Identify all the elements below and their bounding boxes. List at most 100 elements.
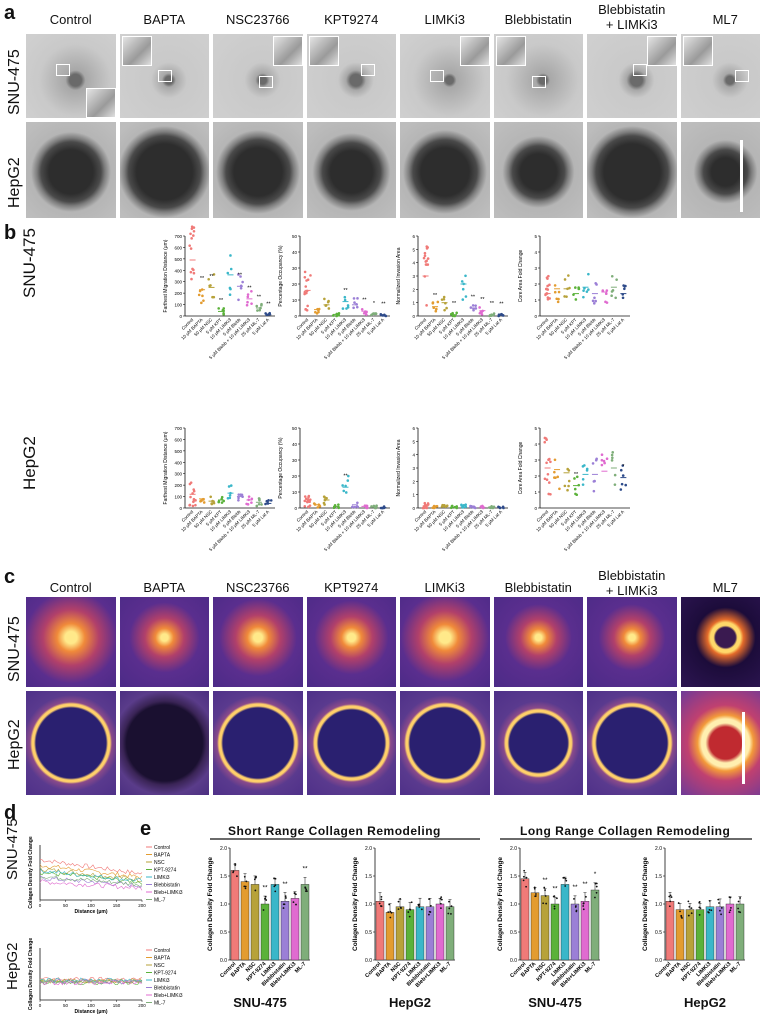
b-point [592,489,596,493]
e-point [535,893,537,895]
b-point [594,299,597,303]
e-chart-title-1: SNU-475 [233,995,287,1010]
e-point [739,897,741,899]
b-point [375,504,378,507]
b-point [619,488,623,491]
b-ytick: 30 [292,458,298,463]
b-point [594,458,598,462]
e-point [669,900,672,903]
b-point [565,295,568,298]
b-sig: ** [257,294,262,300]
b-point [189,481,193,484]
e-point [582,902,585,905]
d-xtick: 200 [138,903,146,908]
col-header-1: BAPTA [143,12,186,27]
e-point [698,906,701,909]
b-ytick: 0 [534,506,537,511]
b-point [347,474,350,478]
e-bar [580,901,590,961]
b-point [245,303,249,307]
heat-hepg2-7 [680,691,760,795]
b-point [557,290,561,294]
b-point [258,498,261,502]
b-ytick: 1 [534,490,537,495]
b-chart-0: 0 100 200 300 400 500 600 700 Farthest Migration… [163,225,275,360]
e-ytick: 2.0 [220,846,227,852]
b-point [239,286,243,290]
e-ytick: 2.0 [365,846,372,852]
e-point [389,916,392,919]
e-point [690,912,693,915]
col-header-5: Blebbistatin [504,12,572,27]
b-point [474,304,477,307]
e-bar [530,892,540,961]
b-point [189,270,193,274]
b-ylabel: Core Area Fold Change [518,250,524,303]
e-bar [280,901,290,961]
d-series-line [39,978,143,984]
b-point [545,287,548,291]
e-point [274,877,277,880]
e-point [543,886,546,889]
b-point [307,495,310,499]
e-point [440,898,443,901]
b-point [424,263,428,266]
b-point [246,295,250,299]
e-point [582,905,585,907]
e-point [399,906,402,909]
b-point [623,287,626,291]
b-point [621,296,625,300]
d-xtick: 100 [87,1003,95,1008]
e-point [544,889,546,892]
e-ytick: 1.5 [220,874,227,880]
b-point [471,304,475,307]
b-point [613,483,617,486]
d-chart-1: 0 50 100 150 200 Distance (μm) Collagen Densit… [28,938,183,1015]
d-legend-entry: Control [154,948,170,954]
b-ytick: 3 [412,274,415,279]
b-point [346,304,350,307]
e-point [708,899,711,902]
b-point [345,307,348,310]
b-point [610,459,614,462]
b-point [332,506,336,510]
b-point [342,489,346,493]
e-point [440,896,443,899]
e-ylabel: Collagen Density Fold Change [497,857,504,951]
b-point [544,293,547,297]
e-xtick: ML-7 [729,961,742,974]
b-point [600,463,604,467]
e-bar [695,909,705,961]
e-bar [590,889,600,961]
b-point [308,504,312,507]
e-chart-2: 0.0 0.5 1.0 1.5 2.0 Collagen Density Fold Cha… [497,846,600,989]
bf-snu475-1 [119,34,209,118]
e-chart-0: 0.0 0.5 1.0 1.5 2.0 Collagen Density Fold Cha… [207,846,310,989]
e-point [717,898,720,901]
b-point [605,457,609,460]
b-point [343,298,347,302]
e-bar [290,898,300,961]
b-point [614,296,617,300]
b-point [461,298,465,301]
b-point [356,501,359,505]
e-bar [665,901,675,961]
b-point [461,505,464,509]
e-ytick: 1.0 [220,902,227,908]
b-point [549,460,552,464]
b-point [210,502,214,506]
e-point [690,907,693,910]
col-header-c-0: Control [49,580,92,595]
e-xtick: ML-7 [439,961,452,974]
roi-box [633,64,647,76]
e-chart-title-3: SNU-475 [528,995,582,1010]
b-point [602,459,606,463]
e-point [707,911,709,913]
roi-box [531,76,546,88]
b-point [344,484,347,488]
bf-snu475-4 [400,34,490,118]
b-point [604,300,607,304]
d-legend-entry: BAPTA [154,956,171,962]
b-point [246,293,250,296]
inset-zoom [646,36,677,66]
